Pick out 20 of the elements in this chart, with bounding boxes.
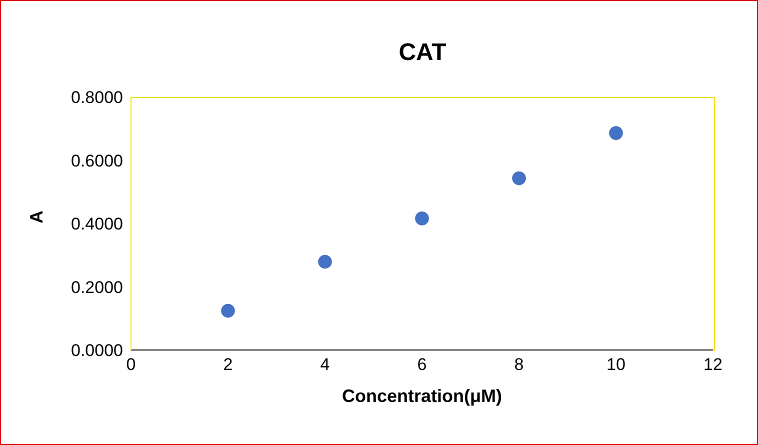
y-tick-label: 0.4000 bbox=[71, 214, 123, 234]
x-tick-label: 12 bbox=[704, 355, 722, 374]
point bbox=[609, 126, 623, 140]
x-tick-label: 8 bbox=[514, 355, 524, 374]
point bbox=[221, 304, 235, 318]
chart-title: CAT bbox=[398, 39, 448, 67]
y-tick-label: 0.6000 bbox=[71, 151, 123, 170]
x-tick-label: 2 bbox=[223, 355, 233, 374]
y-tick-label: 0.8000 bbox=[71, 88, 123, 108]
x-axis-title: Concentration(μM) bbox=[342, 386, 502, 406]
point bbox=[512, 171, 526, 186]
x-tick-label: 0 bbox=[126, 355, 136, 374]
y-tick-label: 0.2000 bbox=[71, 278, 123, 297]
x-tick-label: 10 bbox=[606, 355, 626, 374]
point bbox=[415, 212, 429, 226]
point bbox=[318, 254, 332, 269]
x-tick-label: 4 bbox=[320, 355, 330, 374]
y-tick-label: 0.0000 bbox=[71, 341, 123, 360]
x-tick-label: 6 bbox=[417, 355, 427, 374]
y-axis-title: A bbox=[26, 210, 46, 224]
